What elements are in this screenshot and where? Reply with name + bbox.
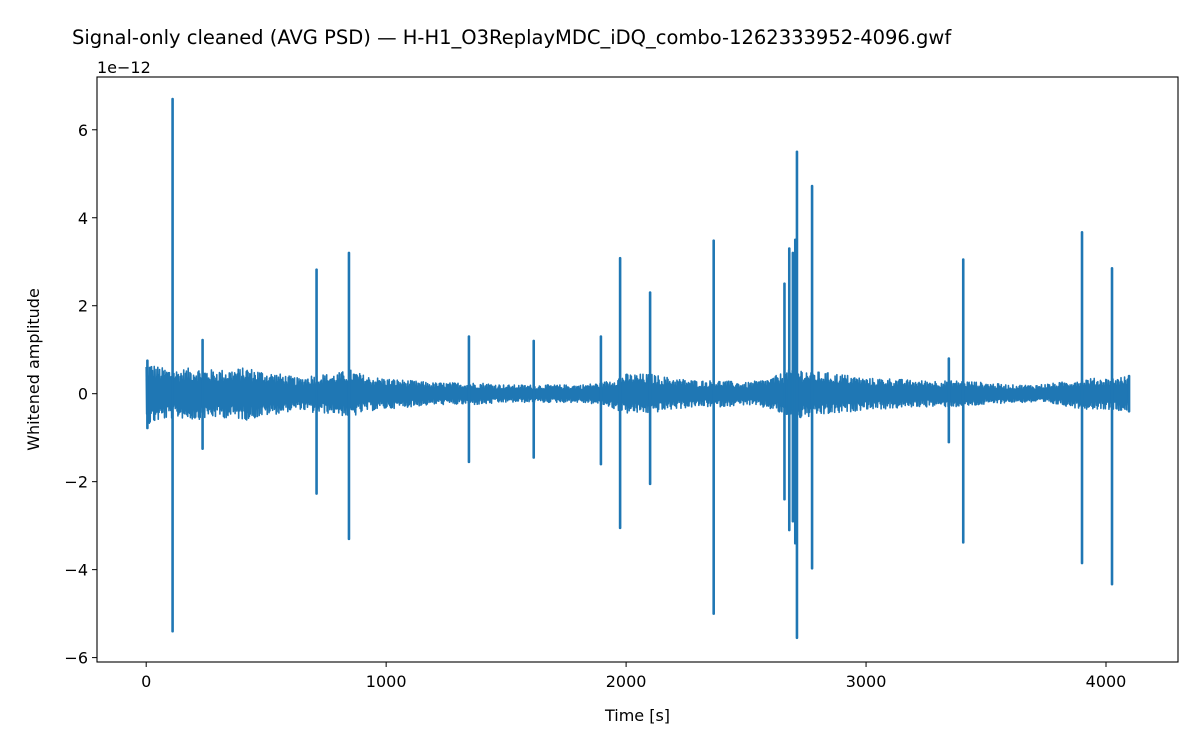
y-tick-label: −4 bbox=[64, 561, 88, 580]
x-axis: 0 1000 2000 3000 4000 bbox=[141, 662, 1126, 691]
x-tick-label: 2000 bbox=[606, 672, 647, 691]
x-tick-label: 4000 bbox=[1086, 672, 1127, 691]
y-tick-label: 2 bbox=[78, 297, 88, 316]
plot-area bbox=[96, 76, 1179, 663]
series-layer bbox=[145, 97, 1131, 640]
y-axis: −6 −4 −2 0 2 4 6 bbox=[64, 121, 97, 668]
y-tick-label: 4 bbox=[78, 209, 88, 228]
x-tick-label: 1000 bbox=[366, 672, 407, 691]
y-tick-label: 6 bbox=[78, 121, 88, 140]
x-tick-label: 0 bbox=[141, 672, 151, 691]
series-line bbox=[145, 365, 1130, 427]
chart-title: Signal-only cleaned (AVG PSD) — H-H1_O3R… bbox=[72, 26, 952, 49]
y-tick-label: −2 bbox=[64, 473, 88, 492]
y-axis-label: Whitened amplitude bbox=[24, 288, 43, 451]
plot-frame bbox=[96, 76, 1179, 663]
y-tick-label: −6 bbox=[64, 649, 88, 668]
y-offset-label: 1e−12 bbox=[97, 58, 151, 77]
y-tick-label: 0 bbox=[78, 385, 88, 404]
x-axis-label: Time [s] bbox=[604, 706, 670, 725]
x-tick-label: 3000 bbox=[846, 672, 887, 691]
